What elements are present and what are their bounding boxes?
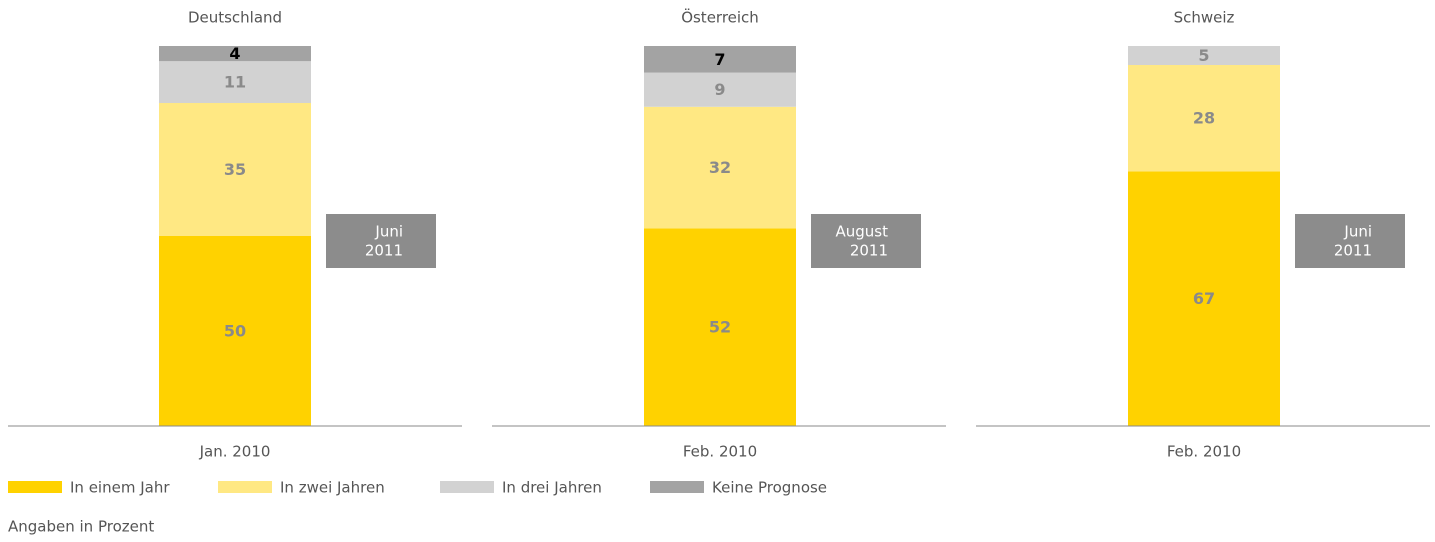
annotation: 2011 (850, 242, 888, 260)
annotation: August (836, 223, 889, 241)
annotation: 2011 (1334, 242, 1372, 260)
legend-swatch (8, 481, 62, 493)
annotation-box (1295, 214, 1405, 268)
legend-label: In einem Jahr (70, 479, 170, 497)
bar-segment (159, 61, 311, 103)
bar-segment (159, 236, 311, 426)
panel-title: Österreich (681, 8, 759, 27)
legend-label: Keine Prognose (712, 479, 827, 497)
annotation: Juni (1343, 223, 1372, 241)
bar-segment (1128, 171, 1280, 426)
bar-segment (644, 106, 796, 229)
value-label: 5 (1198, 46, 1209, 65)
annotation-box (326, 214, 436, 268)
value-label: 67 (1193, 289, 1215, 308)
legend-label: In zwei Jahren (280, 479, 385, 497)
value-label: 9 (714, 80, 725, 99)
note: Angaben in Prozent (8, 518, 154, 536)
annotation-box (811, 214, 921, 268)
value-label: 35 (224, 160, 246, 179)
bar-segment (644, 46, 796, 73)
bar-segment (159, 103, 311, 236)
bar-segment (644, 72, 796, 107)
annotation: Juni (374, 223, 403, 241)
legend-label: In drei Jahren (502, 479, 602, 497)
panel-title: Schweiz (1174, 9, 1235, 27)
annotation: 2011 (365, 242, 403, 260)
bar-segment (1128, 65, 1280, 172)
value-label: 50 (224, 322, 246, 341)
bar-segment (1128, 46, 1280, 65)
legend-swatch (218, 481, 272, 493)
bar-segment (159, 46, 311, 62)
legend-swatch (440, 481, 494, 493)
x-tick-label: Feb. 2010 (1167, 443, 1241, 461)
value-label: 52 (709, 318, 731, 337)
value-label: 28 (1193, 109, 1215, 128)
value-label: 11 (224, 73, 246, 92)
value-label: 4 (229, 44, 240, 63)
value-label: 7 (714, 50, 725, 69)
value-label: 32 (709, 158, 731, 177)
bar-segment (644, 228, 796, 426)
x-tick-label: Jan. 2010 (199, 443, 271, 461)
panel-title: Deutschland (188, 9, 282, 27)
legend-swatch (650, 481, 704, 493)
x-tick-label: Feb. 2010 (683, 443, 757, 461)
